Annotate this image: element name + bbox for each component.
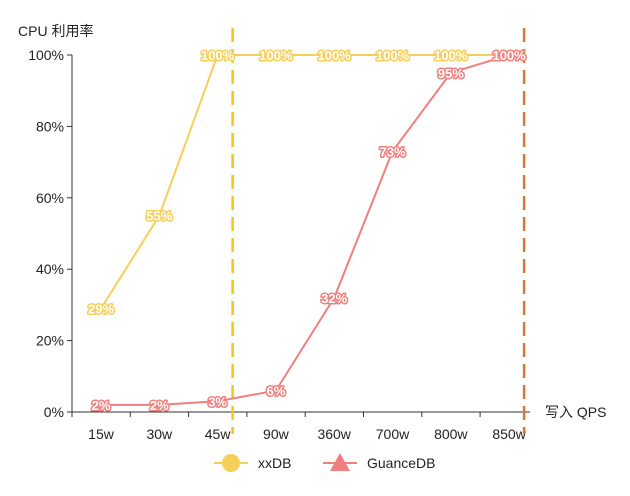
data-label-xxDB: 100% [434,48,468,63]
data-label-xxDB: 100% [492,48,526,63]
data-label-xxDB: 100% [318,48,352,63]
data-label-GuanceDB: 2% [92,398,111,413]
reference-lines [231,28,526,434]
data-labels: 29% 55% 100% 100% 100% 100% 100% 100% 2% 2% 3% 6% 32… [86,47,527,415]
data-point-xxDB [274,53,278,57]
data-point-xxDB [99,306,103,310]
series-group [99,53,511,407]
data-label-xxDB: 100% [259,48,293,63]
data-point-xxDB [216,53,220,57]
data-label-xxDB: 29% [88,301,114,316]
y-tick-label: 20% [36,333,64,349]
series-line-xxDB [100,54,510,310]
x-tick-label: 30w [146,426,173,442]
y-axis-title: CPU 利用率 [18,23,93,39]
x-ticks: 15w 30w 45w 90w 360w 700w 800w 850w [71,412,527,442]
data-label-GuanceDB: 32% [321,291,347,306]
data-label-GuanceDB: 73% [379,144,405,159]
y-tick-label: 100% [28,47,64,63]
y-tick-label: 60% [36,190,64,206]
data-label-xxDB: 100% [376,48,410,63]
data-point-xxDB [332,53,336,57]
y-tick-label: 80% [36,118,64,134]
x-tick-label: 15w [88,426,115,442]
y-ticks: 0% 20% 40% 60% 80% 100% [28,47,72,420]
x-tick-label: 850w [492,426,526,442]
x-tick-label: 360w [317,426,351,442]
legend-marker-triangle [330,453,350,471]
data-point-GuanceDB [216,399,220,403]
data-point-GuanceDB [99,403,103,407]
legend-label-xxDB: xxDB [258,455,291,471]
data-point-GuanceDB [507,53,511,57]
legend: xxDB GuanceDB [214,453,435,472]
x-tick-label: 800w [434,426,468,442]
data-point-GuanceDB [332,296,336,300]
legend-label-GuanceDB: GuanceDB [367,455,435,471]
data-label-GuanceDB: 6% [267,384,286,399]
data-point-GuanceDB [391,149,394,153]
data-point-xxDB [449,53,453,57]
data-point-GuanceDB [449,71,453,75]
y-tick-label: 40% [36,261,64,277]
data-point-xxDB [391,53,394,57]
data-label-xxDB: 100% [201,48,235,63]
x-tick-label: 700w [376,426,410,442]
series-line-GuanceDB [101,54,510,406]
data-point-GuanceDB [274,389,278,393]
data-point-xxDB [157,214,161,218]
y-tick-label: 0% [44,404,64,420]
data-label-GuanceDB: 100% [492,48,526,63]
data-label-xxDB: 55% [146,209,172,224]
x-axis-title: 写入 QPS [545,404,606,420]
data-point-GuanceDB [157,403,161,407]
data-label-GuanceDB: 3% [208,394,227,409]
x-tick-label: 45w [205,426,232,442]
data-label-GuanceDB: 95% [438,66,464,81]
x-tick-label: 90w [263,426,290,442]
axes [71,55,530,413]
data-label-GuanceDB: 2% [150,398,169,413]
legend-marker-circle [222,454,240,472]
